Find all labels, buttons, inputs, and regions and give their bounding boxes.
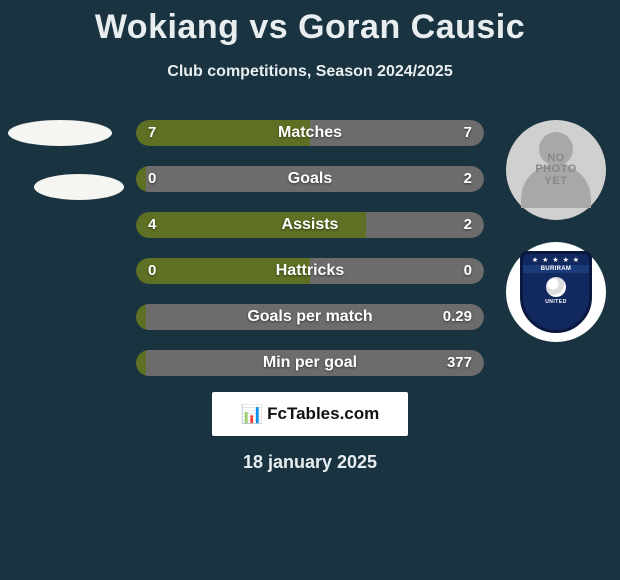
left-player-column	[8, 120, 120, 228]
date-label: 18 january 2025	[0, 452, 620, 473]
bar-right-segment	[310, 258, 484, 284]
bar-row: 00Hattricks	[136, 258, 484, 284]
crest-club-name: BURIRAM	[523, 265, 589, 273]
fctables-logo: 📊 FcTables.com	[212, 392, 408, 436]
bar-left-segment	[136, 304, 146, 330]
crest-stars-icon: ★ ★ ★ ★ ★	[532, 256, 580, 264]
subtitle: Club competitions, Season 2024/2025	[0, 63, 620, 81]
bar-left-segment	[136, 120, 310, 146]
bar-right-segment	[146, 166, 484, 192]
bar-right-segment	[366, 212, 484, 238]
chart-icon: 📊	[241, 405, 263, 423]
bar-left-segment	[136, 166, 146, 192]
logo-text: FcTables.com	[267, 404, 379, 424]
bar-right-segment	[310, 120, 484, 146]
bar-left-segment	[136, 212, 366, 238]
right-player-photo-placeholder: NOPHOTOYET	[506, 120, 606, 220]
bar-row: 77Matches	[136, 120, 484, 146]
right-player-column: NOPHOTOYET ★ ★ ★ ★ ★ BURIRAM UNITED	[506, 120, 610, 342]
left-club-crest-placeholder	[34, 174, 124, 200]
left-player-photo-placeholder	[8, 120, 112, 146]
bar-right-segment	[146, 350, 484, 376]
comparison-bars: 77Matches 02Goals 42Assists 00Hattricks 0.29…	[136, 120, 484, 396]
bar-right-segment	[146, 304, 484, 330]
crest-club-sub: UNITED	[545, 299, 567, 305]
page-title: Wokiang vs Goran Causic	[0, 0, 620, 47]
bar-row: 02Goals	[136, 166, 484, 192]
bar-left-segment	[136, 350, 146, 376]
bar-row: 377Min per goal	[136, 350, 484, 376]
right-club-crest: ★ ★ ★ ★ ★ BURIRAM UNITED	[506, 242, 606, 342]
crest-ball-icon	[546, 277, 566, 297]
bar-left-segment	[136, 258, 310, 284]
bar-row: 0.29Goals per match	[136, 304, 484, 330]
no-photo-label: NOPHOTOYET	[535, 153, 576, 188]
bar-row: 42Assists	[136, 212, 484, 238]
